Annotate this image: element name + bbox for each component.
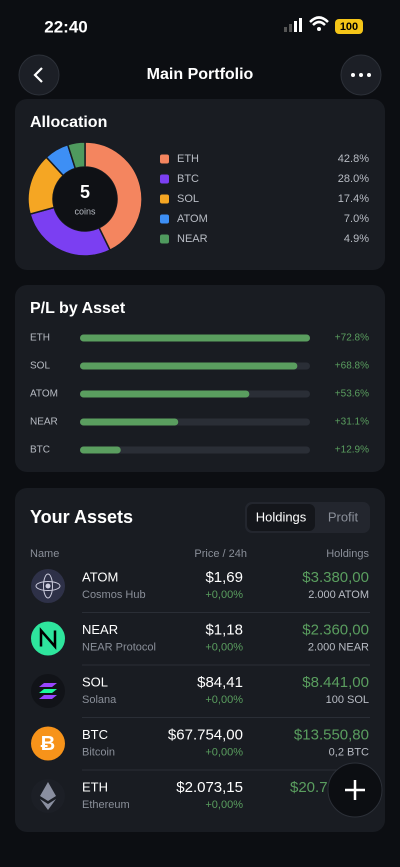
- battery-level: 100: [340, 21, 358, 33]
- asset-change: +0,00%: [205, 641, 243, 653]
- icon-circle: [31, 726, 65, 761]
- card-title: Allocation: [30, 114, 107, 131]
- bar-value: +53.6%: [335, 389, 369, 400]
- bar-track: [80, 446, 310, 454]
- asset-value: $13.550,80: [294, 726, 369, 743]
- asset-icon: Ƀ: [31, 726, 65, 761]
- icon-glyph: [39, 689, 57, 693]
- asset-value: $20.7: [290, 779, 328, 796]
- bar-label: NEAR: [30, 417, 58, 428]
- status-time: 22:40: [44, 17, 87, 36]
- tab[interactable]: Profit: [328, 509, 359, 524]
- column-header: Holdings: [326, 548, 369, 560]
- legend-swatch: [160, 154, 169, 164]
- asset-price: $1,18: [205, 621, 243, 638]
- asset-change: +0,00%: [205, 694, 243, 706]
- asset-symbol: BTC: [82, 727, 108, 742]
- asset-symbol: ATOM: [82, 569, 118, 584]
- asset-symbol: NEAR: [82, 622, 118, 637]
- asset-icon: [31, 779, 65, 813]
- icon-glyph: Ƀ: [41, 733, 55, 755]
- legend-value: 28.0%: [338, 173, 369, 185]
- legend-label: SOL: [177, 193, 199, 205]
- card-title: P/L by Asset: [30, 300, 126, 317]
- bar-value: +31.1%: [335, 417, 369, 428]
- icon-glyph: [39, 695, 57, 699]
- legend-label: NEAR: [177, 233, 208, 245]
- more-button[interactable]: [340, 54, 382, 96]
- bar-value: +12.9%: [335, 445, 369, 456]
- asset-name: NEAR Protocol: [82, 641, 156, 653]
- legend-label: BTC: [177, 173, 199, 185]
- donut-center: [53, 167, 117, 231]
- legend-swatch: [160, 214, 169, 224]
- bar: [80, 446, 121, 454]
- asset-price: $1,69: [205, 569, 243, 586]
- asset-amount: 100 SOL: [326, 694, 369, 706]
- legend-value: 4.9%: [344, 233, 369, 245]
- asset-price: $84,41: [197, 674, 243, 691]
- tab[interactable]: Holdings: [256, 509, 307, 524]
- icon-glyph: [45, 583, 51, 589]
- card-title: Your Assets: [30, 507, 133, 527]
- status-icons: [284, 16, 363, 34]
- icon-glyph: [43, 573, 53, 599]
- asset-icon: [31, 674, 65, 708]
- asset-amount: 2.000 ATOM: [308, 589, 369, 601]
- add-button[interactable]: [327, 762, 383, 818]
- bar-label: SOL: [30, 361, 50, 372]
- bar-label: ATOM: [30, 389, 58, 400]
- legend-value: 17.4%: [338, 193, 369, 205]
- asset-price: $2.073,15: [176, 779, 243, 796]
- back-button[interactable]: [18, 54, 60, 96]
- asset-value: $2.360,00: [302, 621, 369, 638]
- asset-amount: 0,2 BTC: [329, 746, 369, 758]
- column-header: Name: [30, 548, 59, 560]
- legend-label: ETH: [177, 153, 199, 165]
- center-value: 5: [80, 182, 90, 202]
- asset-value: $3.380,00: [302, 569, 369, 586]
- legend-value: 42.8%: [338, 153, 369, 165]
- asset-change: +0,00%: [205, 589, 243, 601]
- legend-swatch: [160, 194, 169, 204]
- column-header: Price / 24h: [194, 548, 247, 560]
- legend-swatch: [160, 174, 169, 184]
- asset-price: $67.754,00: [168, 726, 243, 743]
- asset-value: $8.441,00: [302, 674, 369, 691]
- header-title: Main Portfolio: [147, 66, 254, 83]
- fab-plus: [345, 780, 365, 800]
- bar-value: +72.8%: [335, 333, 369, 344]
- icon-glyph: [35, 581, 61, 591]
- bar: [80, 362, 298, 370]
- icon-glyph: [39, 627, 57, 650]
- bar: [80, 418, 179, 426]
- center-label: coins: [74, 206, 96, 216]
- asset-name: Solana: [82, 694, 117, 706]
- asset-change: +0,00%: [205, 799, 243, 811]
- bar-label: BTC: [30, 445, 50, 456]
- icon-glyph: [39, 683, 57, 687]
- bar: [80, 390, 250, 398]
- asset-symbol: ETH: [82, 779, 108, 794]
- legend-value: 7.0%: [344, 213, 369, 225]
- asset-name: Cosmos Hub: [82, 589, 146, 601]
- asset-symbol: SOL: [82, 674, 108, 689]
- asset-amount: 2.000 NEAR: [308, 641, 369, 653]
- bar-label: ETH: [30, 333, 50, 344]
- tab-active[interactable]: [247, 504, 315, 531]
- asset-icon: [31, 621, 65, 656]
- legend-swatch: [160, 234, 169, 244]
- bar: [80, 334, 310, 342]
- asset-name: Bitcoin: [82, 746, 115, 758]
- bar-value: +68.8%: [335, 361, 369, 372]
- asset-icon: [31, 569, 65, 603]
- asset-change: +0,00%: [205, 746, 243, 758]
- asset-name: Ethereum: [82, 799, 130, 811]
- icon-glyph: [40, 782, 56, 810]
- legend-label: ATOM: [177, 213, 208, 225]
- assets-card: [15, 488, 385, 832]
